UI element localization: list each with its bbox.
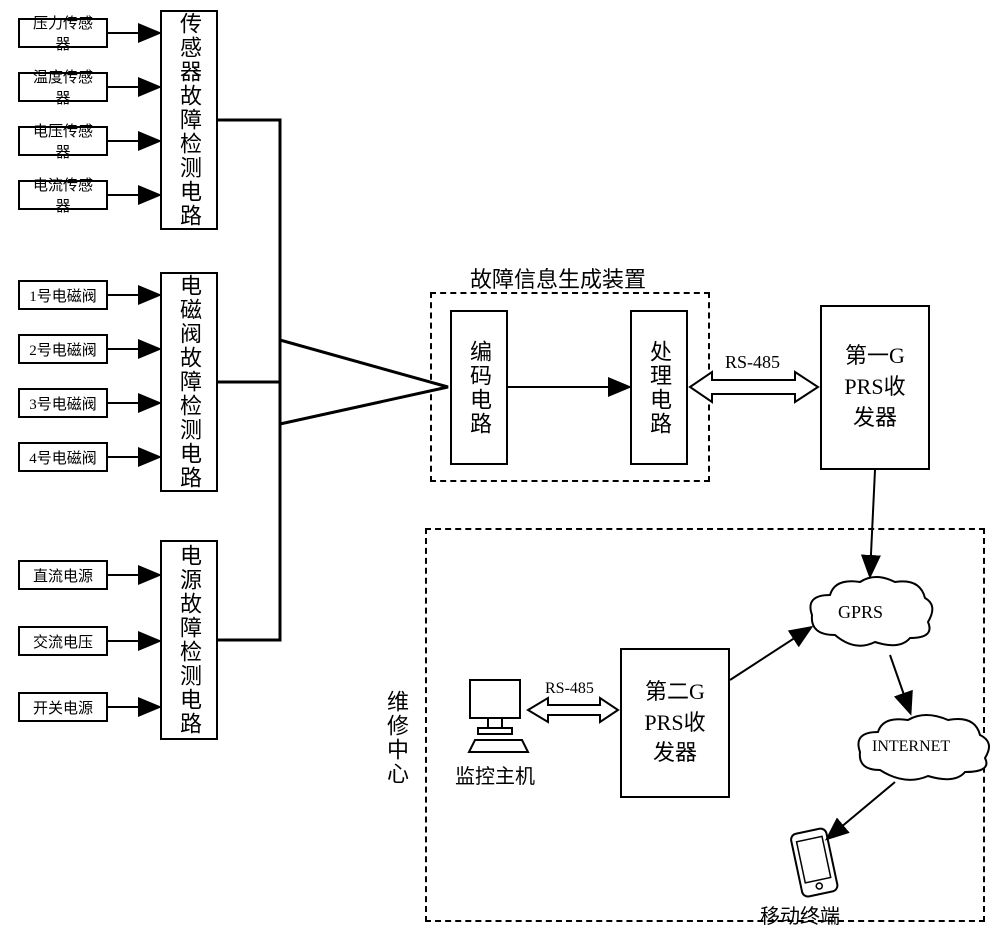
sensor-item-1: 温度传感器 xyxy=(18,72,108,102)
sensor-item-label: 温度传感器 xyxy=(26,66,100,108)
sensor-item-3: 电流传感器 xyxy=(18,180,108,210)
valve-item-2: 3号电磁阀 xyxy=(18,388,108,418)
internet-cloud-label: INTERNET xyxy=(872,738,950,756)
valve-detector-label: 电磁阀故障检测电路 xyxy=(173,274,205,490)
power-item-2: 开关电源 xyxy=(18,692,108,722)
sensor-item-label: 压力传感器 xyxy=(26,12,100,54)
monitor-host-label: 监控主机 xyxy=(455,760,535,789)
gprs2-box: 第二GPRS收发器 xyxy=(620,648,730,798)
power-detector-box: 电源故障检测电路 xyxy=(160,540,218,740)
gprs-cloud-label: GPRS xyxy=(838,602,883,623)
sensor-detector-label: 传感器故障检测电路 xyxy=(173,12,205,228)
sensor-item-0: 压力传感器 xyxy=(18,18,108,48)
power-item-label: 交流电压 xyxy=(33,631,93,652)
maintenance-title: 维修中心 xyxy=(380,690,412,792)
valve-item-1: 2号电磁阀 xyxy=(18,334,108,364)
mobile-label: 移动终端 xyxy=(760,900,840,929)
processor-label: 处理电路 xyxy=(643,340,675,436)
valve-item-label: 2号电磁阀 xyxy=(29,339,97,360)
encoder-box: 编码电路 xyxy=(450,310,508,465)
power-item-1: 交流电压 xyxy=(18,626,108,656)
power-item-label: 直流电源 xyxy=(33,565,93,586)
valve-item-0: 1号电磁阀 xyxy=(18,280,108,310)
sensor-detector-box: 传感器故障检测电路 xyxy=(160,10,218,230)
valve-item-label: 3号电磁阀 xyxy=(29,393,97,414)
valve-item-label: 1号电磁阀 xyxy=(29,285,97,306)
valve-item-3: 4号电磁阀 xyxy=(18,442,108,472)
sensor-item-label: 电流传感器 xyxy=(26,174,100,216)
sensor-item-2: 电压传感器 xyxy=(18,126,108,156)
gprs1-label: 第一GPRS收发器 xyxy=(842,341,908,433)
encoder-label: 编码电路 xyxy=(463,340,495,436)
bus-label-1: RS-485 xyxy=(725,352,780,373)
power-detector-label: 电源故障检测电路 xyxy=(173,544,205,736)
valve-item-label: 4号电磁阀 xyxy=(29,447,97,468)
sensor-item-label: 电压传感器 xyxy=(26,120,100,162)
gprs2-label: 第二GPRS收发器 xyxy=(642,677,708,769)
power-item-label: 开关电源 xyxy=(33,697,93,718)
processor-box: 处理电路 xyxy=(630,310,688,465)
gprs1-box: 第一GPRS收发器 xyxy=(820,305,930,470)
valve-detector-box: 电磁阀故障检测电路 xyxy=(160,272,218,492)
bus-label-2: RS-485 xyxy=(545,680,594,698)
power-item-0: 直流电源 xyxy=(18,560,108,590)
fault-gen-title: 故障信息生成装置 xyxy=(470,262,646,294)
